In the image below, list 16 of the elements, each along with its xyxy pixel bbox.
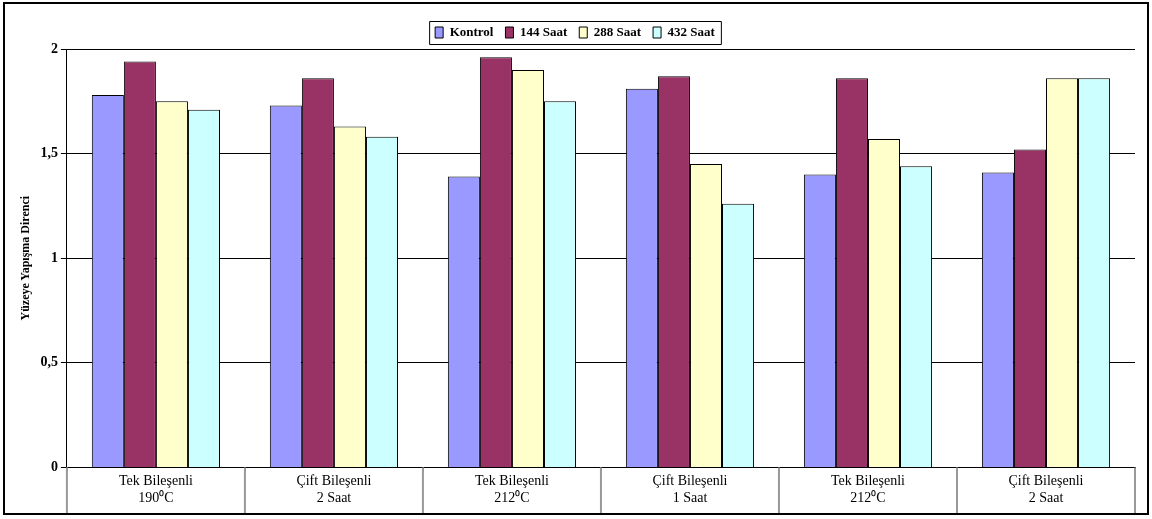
legend-label: Kontrol (449, 23, 494, 39)
x-tick-label: Çift Bileşenli 1 Saat (652, 473, 728, 506)
legend-label: 432 Saat (667, 23, 716, 39)
legend-label: 288 Saat (593, 23, 642, 39)
x-tick-label: Tek Bileşenli 212⁰C (830, 473, 906, 506)
x-tick-label: Tek Bileşenli 190⁰C (118, 473, 194, 506)
y-tick-label: 0 (50, 459, 58, 475)
legend-label: 144 Saat (519, 23, 568, 39)
y-axis-title: Yüzeye Yapışma Direnci (18, 195, 33, 321)
y-tick-label: 2 (50, 40, 58, 56)
y-tick-label: 1,5 (40, 145, 58, 161)
y-tick-label: 1 (50, 249, 58, 265)
x-tick-label: Çift Bileşenli 2 Saat (1008, 473, 1084, 506)
x-tick-label: Tek Bileşenli 212⁰C (474, 473, 550, 506)
y-tick-label: 0,5 (40, 354, 58, 370)
x-tick-label: Çift Bileşenli 2 Saat (296, 473, 372, 506)
